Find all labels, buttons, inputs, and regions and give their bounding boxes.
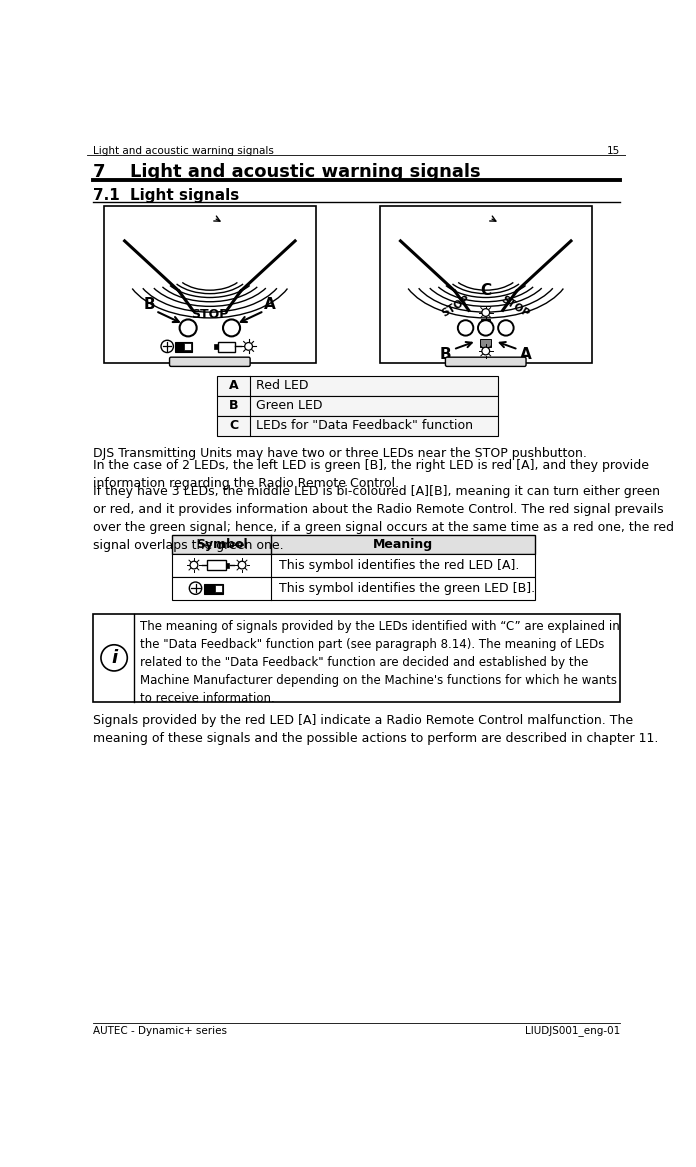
- Text: 7: 7: [93, 163, 106, 181]
- Bar: [172, 576, 535, 600]
- Bar: [172, 553, 535, 576]
- Text: STOP: STOP: [499, 294, 531, 319]
- Circle shape: [190, 561, 198, 569]
- Bar: [104, 207, 315, 363]
- Text: Light and acoustic warning signals: Light and acoustic warning signals: [93, 146, 274, 156]
- Bar: [226, 562, 229, 568]
- Bar: [175, 342, 192, 351]
- Text: STOP: STOP: [191, 308, 228, 321]
- Text: B: B: [143, 298, 155, 313]
- Text: C: C: [480, 284, 491, 299]
- Text: In the case of 2 LEDs, the left LED is green [B], the right LED is red [A], and : In the case of 2 LEDs, the left LED is g…: [93, 459, 649, 490]
- Text: LEDs for "Data Feedback" function: LEDs for "Data Feedback" function: [256, 419, 473, 432]
- Bar: [215, 585, 222, 592]
- Circle shape: [245, 343, 253, 350]
- Text: Light and acoustic warning signals: Light and acoustic warning signals: [129, 163, 480, 181]
- Text: Symbol: Symbol: [196, 538, 248, 551]
- Text: If they have 3 LEDs, the middle LED is bi-coloured [A][B], meaning it can turn e: If they have 3 LEDs, the middle LED is b…: [93, 485, 674, 552]
- Circle shape: [458, 320, 473, 336]
- FancyBboxPatch shape: [170, 357, 250, 366]
- Bar: [172, 534, 535, 553]
- Circle shape: [238, 561, 246, 569]
- Bar: [481, 320, 491, 327]
- Text: Red LED: Red LED: [256, 379, 308, 392]
- Text: A: A: [229, 379, 238, 392]
- Text: 7.1: 7.1: [93, 188, 120, 203]
- Bar: [380, 207, 592, 363]
- Bar: [217, 396, 498, 415]
- Circle shape: [498, 320, 514, 336]
- Bar: [207, 560, 226, 571]
- Text: Light signals: Light signals: [129, 188, 239, 203]
- Circle shape: [101, 645, 127, 671]
- Circle shape: [478, 320, 493, 336]
- Circle shape: [482, 308, 489, 316]
- Circle shape: [223, 320, 240, 336]
- Bar: [204, 584, 223, 594]
- FancyBboxPatch shape: [445, 357, 526, 366]
- Text: This symbol identifies the red LED [A].: This symbol identifies the red LED [A].: [279, 559, 520, 572]
- Bar: [93, 614, 620, 703]
- Bar: [214, 344, 218, 349]
- Text: A: A: [520, 347, 532, 362]
- Text: A: A: [264, 298, 276, 313]
- Circle shape: [180, 320, 197, 336]
- Bar: [217, 376, 498, 396]
- Bar: [217, 415, 498, 435]
- Text: B: B: [440, 347, 451, 362]
- Bar: [184, 343, 191, 350]
- Text: Green LED: Green LED: [256, 399, 322, 412]
- Text: DJS Transmitting Units may have two or three LEDs near the STOP pushbutton.: DJS Transmitting Units may have two or t…: [93, 447, 587, 460]
- Text: LIUDJS001_eng-01: LIUDJS001_eng-01: [525, 1026, 620, 1036]
- Text: The meaning of signals provided by the LEDs identified with “C” are explained in: The meaning of signals provided by the L…: [140, 620, 619, 705]
- Text: 15: 15: [607, 146, 620, 156]
- Text: i: i: [111, 649, 117, 666]
- Bar: [218, 342, 235, 351]
- Text: C: C: [229, 419, 238, 432]
- Circle shape: [161, 341, 173, 352]
- Text: Meaning: Meaning: [373, 538, 434, 551]
- Text: STOP: STOP: [441, 294, 472, 319]
- Text: This symbol identifies the green LED [B].: This symbol identifies the green LED [B]…: [279, 581, 535, 595]
- Circle shape: [189, 582, 202, 594]
- Text: AUTEC - Dynamic+ series: AUTEC - Dynamic+ series: [93, 1026, 227, 1035]
- Text: B: B: [229, 399, 238, 412]
- Circle shape: [482, 347, 489, 355]
- Text: Signals provided by the red LED [A] indicate a Radio Remote Control malfunction.: Signals provided by the red LED [A] indi…: [93, 714, 658, 746]
- Bar: [480, 340, 491, 347]
